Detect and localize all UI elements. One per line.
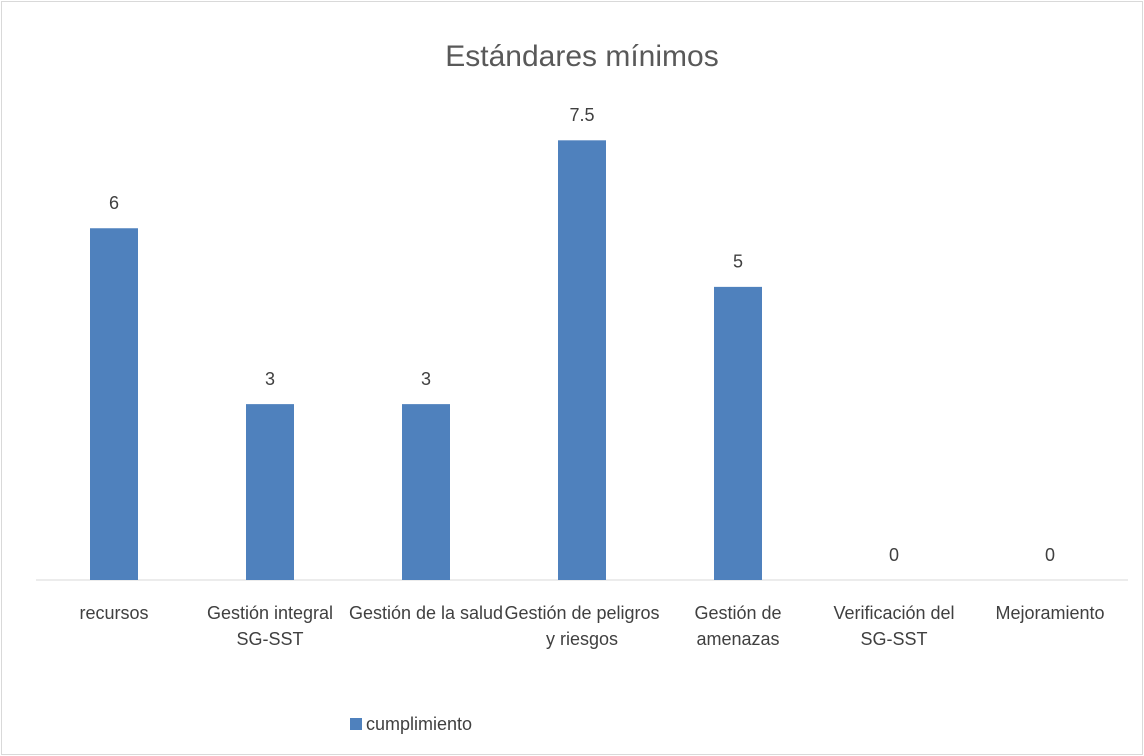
data-label: 6 <box>109 193 119 213</box>
x-tick-label: Mejoramiento <box>995 603 1105 623</box>
data-label: 0 <box>889 545 899 565</box>
bar <box>402 404 450 580</box>
data-label: 0 <box>1045 545 1055 565</box>
bar <box>558 140 606 580</box>
bar <box>90 228 138 580</box>
x-tick-label: Gestión integral SG-SST <box>206 603 334 649</box>
legend-label: cumplimiento <box>366 714 472 734</box>
x-tick-label: Gestión de peligros y riesgos <box>504 603 660 649</box>
data-label: 7.5 <box>569 105 594 125</box>
bar <box>714 286 762 580</box>
x-tick-label: Gestión de la salud <box>348 603 504 623</box>
x-tick-label: recursos <box>79 603 149 623</box>
data-label: 3 <box>265 369 275 389</box>
bar <box>246 404 294 580</box>
chart-title: Estándares mínimos <box>445 40 718 73</box>
legend-swatch <box>350 718 362 730</box>
x-tick-label: Gestión de amenazas <box>694 603 782 649</box>
data-label: 5 <box>733 252 743 272</box>
x-tick-label: Verificación del SG-SST <box>833 603 955 649</box>
data-label: 3 <box>421 369 431 389</box>
